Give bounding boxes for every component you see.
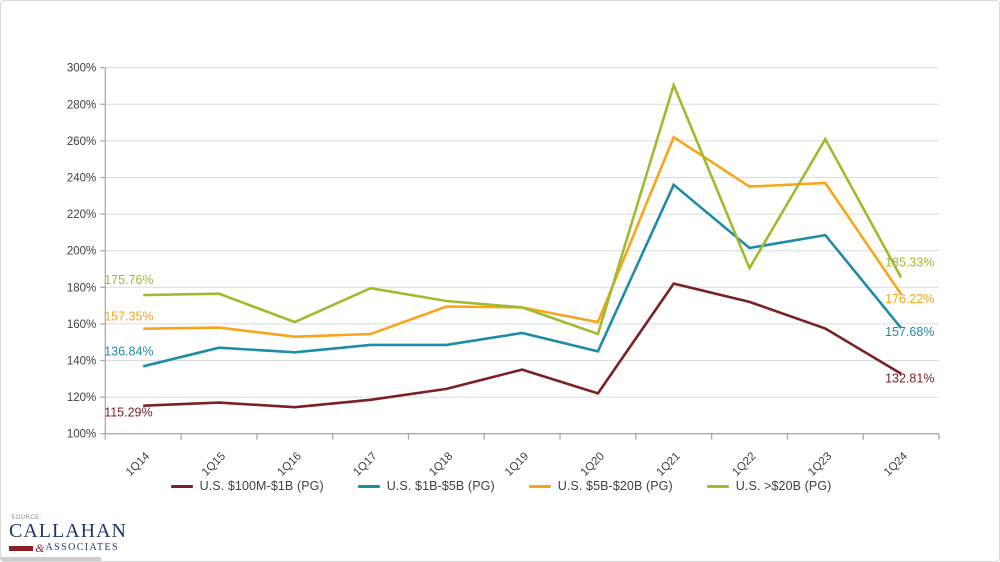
series-end-label: 157.68% [885, 325, 934, 339]
series-start-label: 157.35% [104, 310, 153, 324]
bottom-left-gray-bar [1, 557, 101, 561]
series-start-label: 115.29% [104, 406, 152, 420]
series-end-label: 176.22% [885, 292, 934, 306]
brand-red-bar-icon [9, 545, 34, 551]
chart-legend: U.S. $100M-$1B (PG) U.S. $1B-$5B (PG) U.S.… [1, 479, 999, 493]
series-end-label: 132.81% [885, 372, 934, 386]
legend-label: U.S. $5B-$20B (PG) [557, 479, 673, 493]
brand-bottom: & ASSOCIATES [9, 542, 119, 554]
x-tick-label: 1Q22 [730, 450, 758, 478]
y-tick-label: 120% [67, 392, 96, 404]
x-tick-label: 1Q20 [579, 450, 607, 478]
y-tick-label: 180% [67, 282, 96, 294]
y-tick-label: 260% [67, 136, 96, 148]
legend-label: U.S. $1B-$5B (PG) [386, 479, 495, 493]
legend-swatch-icon [170, 484, 193, 488]
series-start-label: 136.84% [104, 344, 153, 358]
x-tick-label: 1Q15 [200, 450, 228, 478]
series-end-label: 185.33% [885, 256, 934, 270]
series-line-2 [142, 182, 903, 368]
y-tick-label: 140% [67, 356, 96, 368]
y-tick-label: 200% [67, 246, 96, 258]
legend-item: U.S. $5B-$20B (PG) [528, 479, 673, 493]
callahan-logo: SOURCE: CALLAHAN & ASSOCIATES [9, 515, 127, 554]
y-tick-label: 280% [67, 99, 96, 111]
brand-ampersand: & [35, 541, 45, 555]
x-tick-label: 1Q17 [351, 450, 379, 478]
x-tick-label: 1Q18 [427, 450, 455, 478]
y-tick-label: 220% [67, 209, 96, 221]
legend-label: U.S. >$20B (PG) [735, 479, 832, 493]
legend-swatch-icon [706, 484, 729, 488]
x-tick-label: 1Q24 [882, 450, 911, 479]
brand-suffix: ASSOCIATES [45, 542, 119, 553]
y-tick-label: 300% [67, 63, 96, 75]
y-tick-label: 160% [67, 319, 96, 331]
series-line-1 [143, 282, 902, 409]
brand-name: CALLAHAN [9, 520, 127, 542]
legend-label: U.S. $100M-$1B (PG) [199, 479, 324, 493]
x-tick-label: 1Q16 [276, 450, 304, 478]
source-label: SOURCE: [11, 515, 42, 521]
legend-swatch-icon [357, 484, 380, 488]
x-tick-label: 1Q21 [654, 450, 682, 478]
y-tick-label: 100% [67, 429, 96, 441]
x-tick-label: 1Q19 [503, 450, 531, 478]
x-tick-label: 1Q14 [124, 450, 153, 479]
series-line-4 [143, 81, 903, 336]
y-tick-label: 240% [67, 173, 96, 185]
legend-item: U.S. >$20B (PG) [706, 479, 832, 493]
legend-swatch-icon [528, 484, 551, 488]
x-tick-label: 1Q23 [806, 450, 834, 478]
series-start-label: 175.76% [104, 273, 153, 287]
legend-item: U.S. $1B-$5B (PG) [357, 479, 495, 493]
legend-item: U.S. $100M-$1B (PG) [170, 479, 324, 493]
